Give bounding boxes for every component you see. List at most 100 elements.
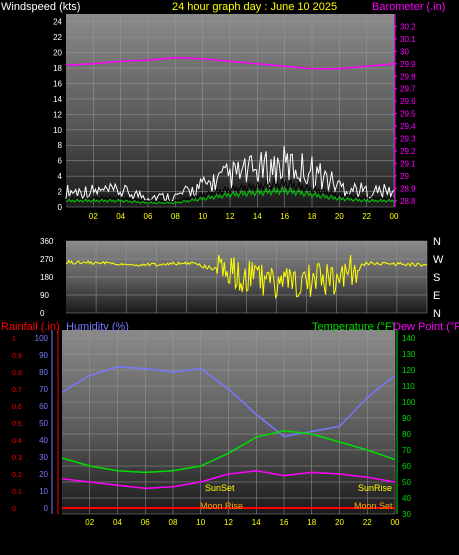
temp-tick-label: 120 [402,366,416,375]
humidity-tick-label: 100 [35,334,49,343]
temperature-legend: Temperature (°F) [312,321,395,333]
x-tick-label: 20 [335,518,344,527]
rain-tick-label: 0.7 [12,387,22,394]
x-tick-label: 06 [144,212,153,221]
humidity-tick-label: 20 [39,470,48,479]
wind-avg-line [65,177,395,204]
humidity-tick-label: 80 [39,368,48,377]
wind-tick-label: 20 [53,49,62,58]
rain-tick-label: 0.3 [12,455,22,462]
compass-label: E [433,290,440,302]
rain-tick-label: 0.6 [12,404,22,411]
baro-tick-label: 29.4 [400,122,416,131]
x-tick-label: 00 [391,518,400,527]
wind-tick-label: 6 [58,157,63,166]
compass-label: S [433,272,440,284]
sunrise-annotation: SunRise [358,483,392,493]
humidity-tick-label: 60 [39,402,48,411]
temp-tick-label: 30 [402,510,411,519]
rain-tick-label: 0.8 [12,370,22,377]
baro-tick-label: 29.5 [400,110,416,119]
humidity-line [61,366,396,438]
x-tick-label: 22 [363,518,372,527]
baro-tick-label: 29.3 [400,135,416,144]
direction-tick-label: 180 [40,273,54,282]
wind-tick-label: 2 [58,188,63,197]
moonrise-annotation: Moon Rise [200,501,243,511]
direction-tick-label: 360 [40,237,54,246]
rain-tick-label: 0.4 [12,438,22,445]
temp-tick-label: 140 [402,334,416,343]
wind-gust-line [65,146,395,203]
wind-tick-label: 12 [53,110,62,119]
humidity-tick-label: 10 [39,487,48,496]
wind-tick-label: 8 [58,141,63,150]
x-tick-label: 14 [253,212,262,221]
x-tick-label: 16 [280,518,289,527]
humidity-tick-label: 40 [39,436,48,445]
barometer-label: Barometer (.in) [372,1,445,13]
rain-tick-label: 1 [12,336,16,343]
baro-tick-label: 28.9 [400,184,416,193]
direction-tick-label: 0 [40,309,45,318]
baro-tick-label: 29.2 [400,147,416,156]
x-tick-label: 12 [224,518,233,527]
wind-tick-label: 18 [53,64,62,73]
temp-tick-label: 70 [402,446,411,455]
humidity-tick-label: 0 [44,504,49,513]
humidity-tick-label: 70 [39,385,48,394]
x-tick-label: 14 [252,518,261,527]
temp-tick-label: 80 [402,430,411,439]
direction-tick-label: 90 [40,291,49,300]
rain-tick-label: 0.2 [12,472,22,479]
humidity-tick-label: 90 [39,351,48,360]
x-tick-label: 04 [113,518,122,527]
x-tick-label: 02 [85,518,94,527]
baro-tick-label: 29.1 [400,159,416,168]
wind-tick-label: 10 [53,126,62,135]
compass-label: N [433,236,441,248]
temp-tick-label: 110 [402,382,415,391]
x-tick-label: 10 [196,518,205,527]
humidity-tick-label: 30 [39,453,48,462]
baro-tick-label: 30.1 [400,35,416,44]
humidity-tick-label: 50 [39,419,48,428]
wind-tick-label: 14 [53,95,62,104]
x-tick-label: 12 [226,212,235,221]
wind-tick-label: 16 [53,79,62,88]
baro-tick-label: 29.7 [400,85,416,94]
baro-tick-label: 29.9 [400,60,416,69]
chart-title: 24 hour graph day : June 10 2025 [172,1,337,13]
rainfall-legend: Rainfall (.in) [1,321,60,333]
windspeed-label: Windspeed (kts) [1,1,80,13]
wind-tick-label: 24 [53,18,62,27]
x-tick-label: 04 [116,212,125,221]
sunset-annotation: SunSet [205,483,235,493]
rain-tick-label: 0.5 [12,421,22,428]
direction-tick-label: 270 [40,255,54,264]
baro-tick-label: 30.2 [400,22,416,31]
direction-line [65,254,428,300]
x-tick-label: 18 [307,518,316,527]
rain-tick-label: 0.9 [12,353,22,360]
x-tick-label: 18 [308,212,317,221]
temp-tick-label: 90 [402,414,411,423]
wind-tick-label: 4 [58,172,63,181]
x-tick-label: 10 [198,212,207,221]
baro-tick-label: 29 [400,172,409,181]
baro-tick-label: 28.8 [400,197,416,206]
x-tick-label: 08 [171,212,180,221]
baro-tick-label: 29.6 [400,97,416,106]
x-tick-label: 02 [89,212,98,221]
temp-tick-label: 50 [402,478,411,487]
temp-tick-label: 100 [402,398,416,407]
wind-tick-label: 0 [58,203,63,212]
moonset-annotation: Moon Set [354,501,393,511]
rain-tick-label: 0 [12,506,16,513]
x-tick-label: 06 [141,518,150,527]
wind-green-line [65,185,395,205]
baro-tick-label: 30 [400,47,409,56]
barometer-line [65,56,395,70]
x-tick-label: 22 [362,212,371,221]
